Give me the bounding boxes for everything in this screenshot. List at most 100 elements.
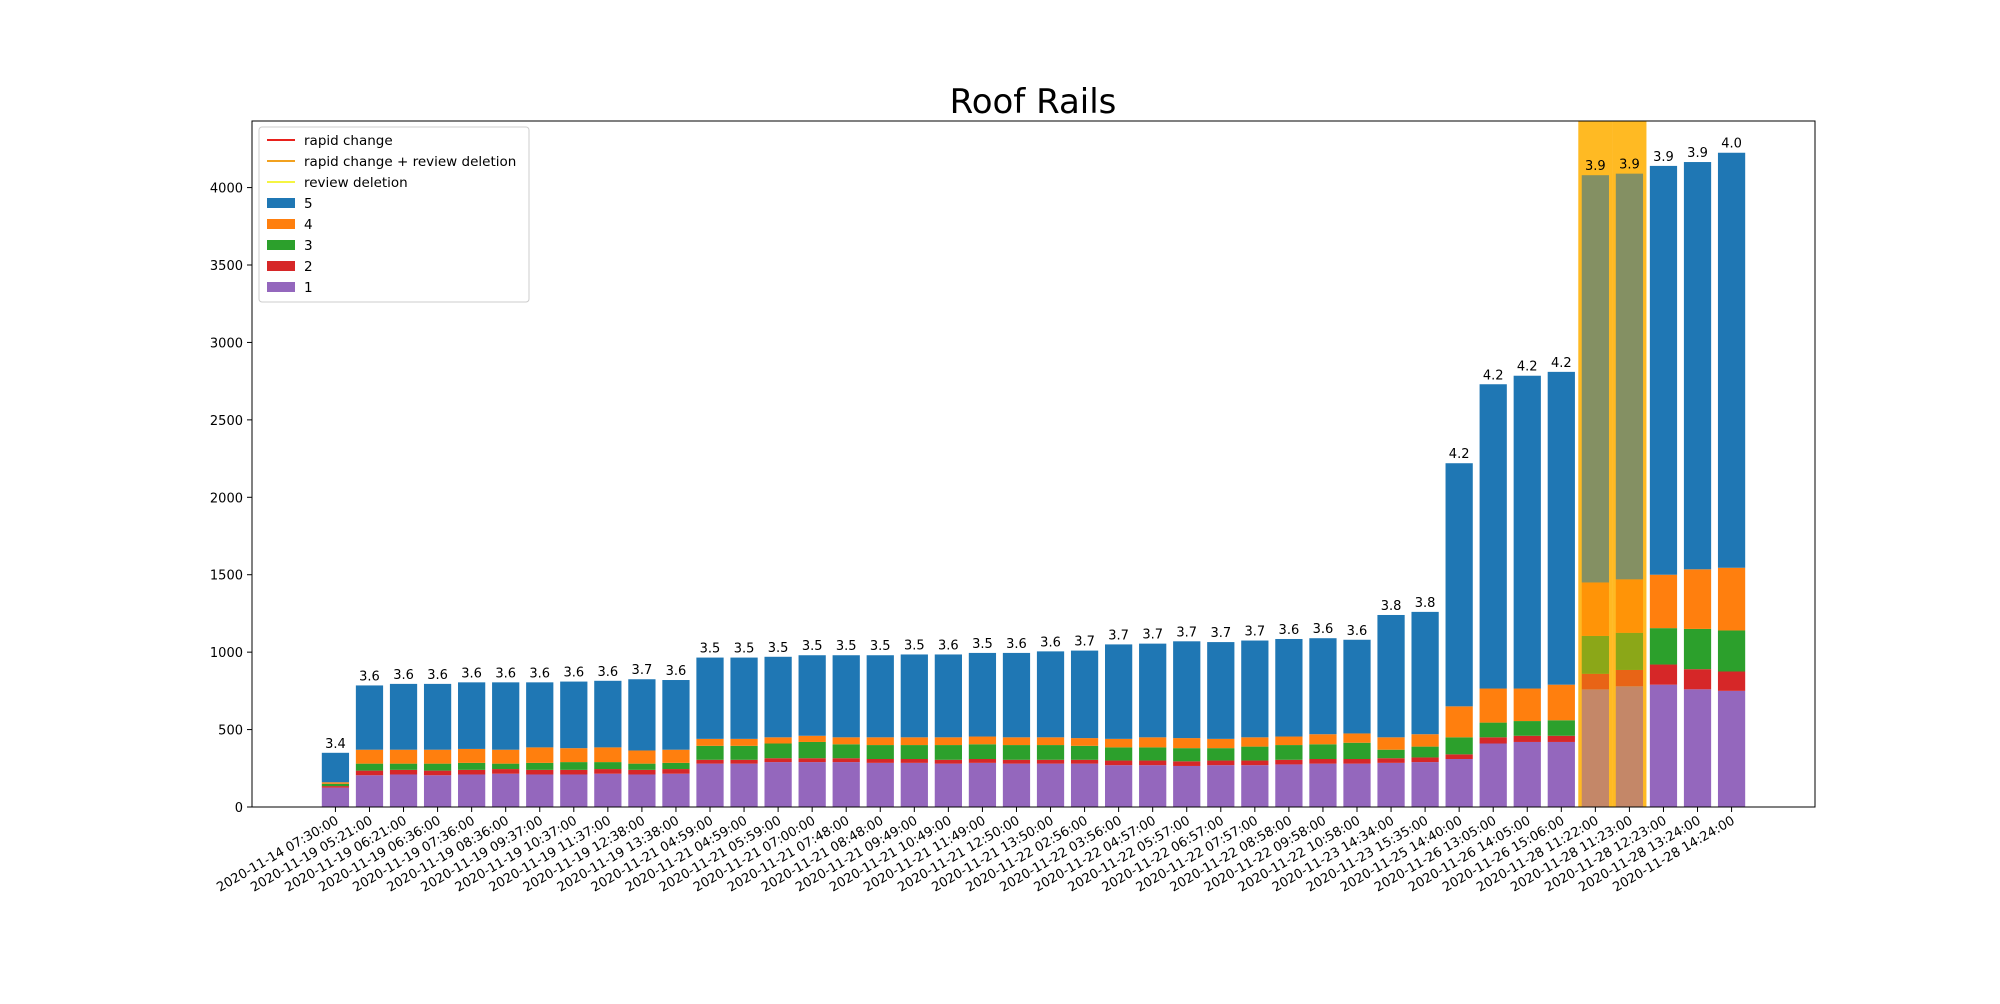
bar-series-4-2 (389, 749, 418, 764)
bar-series-5-13 (764, 656, 792, 738)
bar-series-1-29 (1309, 763, 1337, 807)
bar-label-34: 4.2 (1483, 368, 1504, 383)
legend-label-3: 5 (304, 196, 313, 212)
bar-series-2-22 (1070, 759, 1099, 764)
bar-series-4-29 (1309, 734, 1337, 745)
bar-series-3-31 (1377, 749, 1405, 759)
bar-label-40: 3.9 (1687, 146, 1708, 161)
bar-series-5-40 (1683, 162, 1712, 570)
bar-series-3-29 (1309, 744, 1337, 759)
bar-label-26: 3.7 (1210, 626, 1231, 641)
bar-series-4-14 (798, 735, 826, 742)
bar-series-4-39 (1649, 574, 1678, 629)
bars-layer (321, 121, 1746, 807)
bar-series-2-0 (321, 786, 350, 788)
bar-series-4-10 (662, 749, 690, 763)
bar-series-5-30 (1343, 639, 1371, 734)
bar-series-5-4 (458, 682, 486, 749)
bar-series-5-31 (1377, 614, 1405, 738)
legend-label-0: rapid change (304, 133, 393, 149)
bar-series-3-15 (832, 744, 860, 759)
bar-label-5: 3.6 (495, 666, 516, 681)
bar-label-35: 4.2 (1517, 360, 1538, 375)
bar-series-2-10 (662, 769, 690, 774)
bar-series-5-27 (1241, 640, 1269, 738)
bar-series-5-8 (594, 680, 622, 748)
highlight-overlay-37 (1578, 121, 1613, 807)
bar-label-10: 3.6 (666, 664, 687, 679)
y-tick-label-1000: 1000 (210, 646, 243, 661)
bar-series-1-11 (696, 763, 724, 807)
bar-series-2-17 (900, 758, 928, 763)
bar-series-4-24 (1139, 737, 1167, 748)
bar-labels-layer: 3.4 3.6 3.6 3.6 3.6 3.6 3.6 3.6 3.6 3.7 3.6 3.5 3.5 3… (325, 137, 1742, 752)
bar-label-33: 4.2 (1449, 447, 1470, 462)
bar-series-5-36 (1547, 371, 1575, 685)
bar-label-20: 3.6 (1006, 637, 1027, 652)
bar-series-1-24 (1139, 765, 1167, 807)
bar-series-3-12 (730, 745, 758, 760)
bar-series-2-19 (968, 758, 997, 763)
bar-label-17: 3.5 (904, 638, 925, 653)
chart-title: Roof Rails (950, 82, 1117, 122)
legend-label-4: 4 (304, 217, 313, 233)
bar-label-29: 3.6 (1313, 622, 1334, 637)
bar-series-2-39 (1649, 664, 1678, 685)
bar-series-2-30 (1343, 758, 1371, 764)
bar-series-5-3 (423, 683, 452, 750)
bar-series-1-34 (1479, 743, 1507, 807)
bar-series-4-26 (1207, 738, 1235, 749)
bar-label-36: 4.2 (1551, 356, 1572, 371)
bar-series-3-20 (1002, 745, 1031, 760)
bar-series-2-26 (1207, 760, 1235, 766)
bar-series-2-33 (1445, 754, 1473, 759)
bar-label-6: 3.6 (529, 666, 550, 681)
bar-series-3-4 (458, 762, 486, 770)
bar-label-3: 3.6 (427, 668, 448, 683)
bar-series-3-1 (355, 763, 384, 771)
bar-series-1-14 (798, 762, 826, 807)
bar-series-2-25 (1173, 761, 1201, 766)
bar-series-4-28 (1275, 736, 1303, 746)
bar-series-3-21 (1036, 745, 1065, 760)
legend-swatch-4 (267, 219, 295, 229)
legend-label-2: review deletion (304, 175, 408, 191)
bar-series-4-7 (560, 748, 588, 763)
bar-series-1-36 (1547, 741, 1575, 807)
bar-series-2-15 (832, 758, 860, 763)
bar-series-4-21 (1036, 737, 1065, 746)
bar-series-1-13 (764, 762, 792, 807)
bar-series-5-10 (662, 680, 690, 750)
y-tick-label-4000: 4000 (210, 182, 243, 197)
bar-series-1-39 (1649, 684, 1678, 807)
axes-layer: 050010001500200025003000350040002020-11-… (210, 120, 1816, 896)
bar-label-4: 3.6 (461, 666, 482, 681)
bar-series-1-17 (900, 762, 928, 807)
legend-swatch-3 (267, 198, 295, 208)
bar-series-5-38 (1615, 173, 1644, 580)
legend-label-1: rapid change + review deletion (304, 154, 516, 170)
bar-series-4-17 (900, 737, 928, 746)
legend-label-7: 1 (304, 280, 313, 296)
bar-series-4-8 (594, 747, 622, 763)
bar-series-3-5 (492, 763, 520, 770)
bar-series-4-40 (1683, 569, 1712, 629)
bar-series-3-41 (1717, 630, 1746, 672)
bar-series-5-37 (1581, 175, 1609, 583)
bar-series-4-41 (1717, 567, 1746, 631)
bar-series-2-3 (423, 770, 452, 776)
bar-series-2-1 (355, 770, 384, 776)
bar-series-3-8 (594, 762, 622, 770)
bar-series-2-11 (696, 759, 724, 764)
bar-label-38: 3.9 (1619, 158, 1640, 173)
bar-series-3-36 (1547, 720, 1575, 736)
bar-series-5-35 (1513, 375, 1541, 689)
bar-series-5-6 (526, 682, 554, 748)
bar-series-5-24 (1139, 643, 1167, 738)
bar-label-31: 3.8 (1381, 599, 1402, 614)
bar-series-4-13 (764, 737, 792, 744)
bar-series-3-19 (968, 744, 997, 759)
bar-series-1-41 (1717, 690, 1746, 807)
bar-series-2-9 (628, 769, 656, 775)
